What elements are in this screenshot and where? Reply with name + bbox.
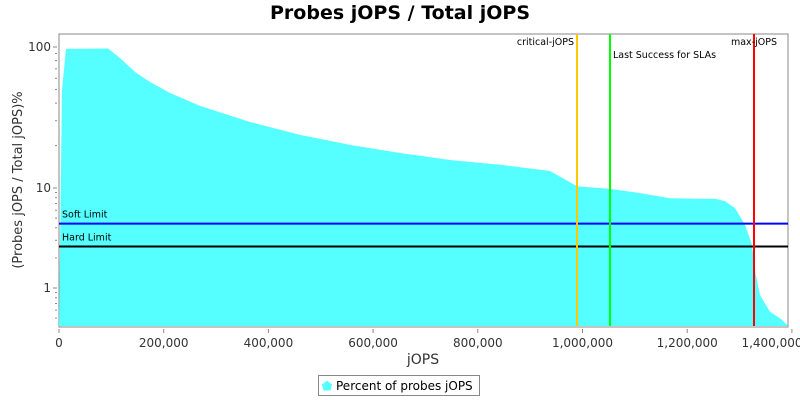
x-tick-label-3: 600,000	[348, 336, 398, 350]
chart-title: Probes jOPS / Total jOPS	[270, 2, 530, 24]
hline-label-0: Soft Limit	[62, 210, 108, 221]
legend-swatch-icon	[322, 380, 332, 391]
area-series	[59, 48, 788, 326]
y-tick-label-1: 10	[36, 181, 51, 195]
vline-label-1: Last Success for SLAs	[613, 50, 716, 61]
x-tick-label-6: 1,200,000	[657, 336, 718, 350]
x-tick-label-2: 400,000	[244, 336, 294, 350]
y-axis-label: (Probes jOPS / Total jOPS)%	[11, 91, 26, 268]
y-tick-label-0: 1	[43, 281, 51, 295]
x-axis-label: jOPS	[406, 352, 439, 368]
legend: Percent of probes jOPS	[318, 375, 480, 396]
y-tick-label-2: 100	[28, 40, 51, 54]
hline-label-1: Hard Limit	[62, 233, 112, 244]
x-tick-label-5: 1,000,000	[552, 336, 613, 350]
legend-label: Percent of probes jOPS	[336, 378, 473, 393]
vline-label-2: max-jOPS	[731, 37, 777, 48]
x-tick-label-4: 800,000	[453, 336, 503, 350]
x-tick-label-0: 0	[55, 336, 63, 350]
vline-label-0: critical-jOPS	[517, 37, 574, 48]
x-tick-label-1: 200,000	[139, 336, 189, 350]
x-tick-label-7: 1,400,000	[741, 336, 800, 350]
